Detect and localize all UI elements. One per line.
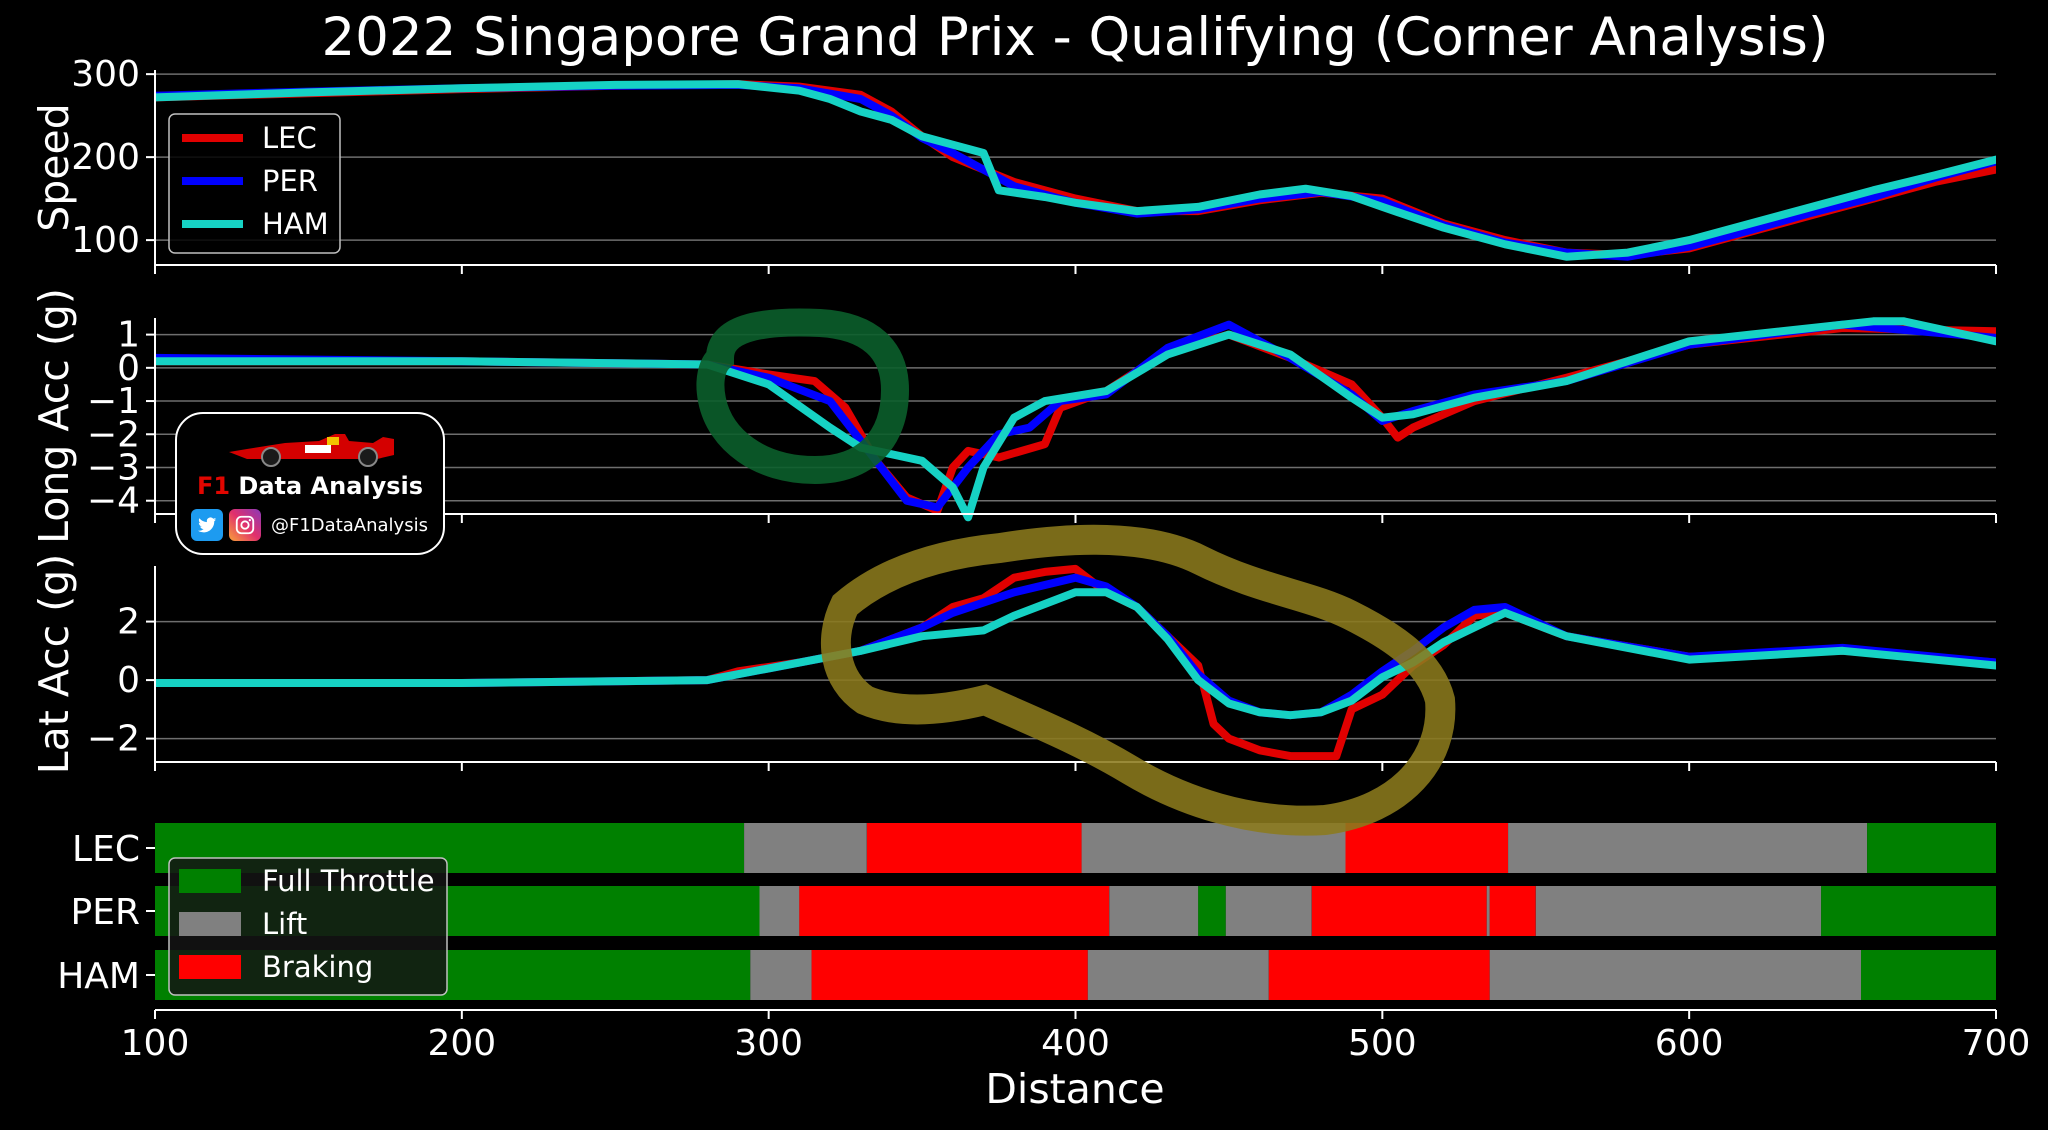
legend-swatch-lift xyxy=(179,912,241,936)
x-tick-label: 400 xyxy=(1041,1023,1110,1064)
y-tick-label-ham: HAM xyxy=(57,956,140,997)
legend-box xyxy=(168,113,341,254)
y-tick-label: 2 xyxy=(117,602,140,643)
y-tick-label: −3 xyxy=(87,447,140,488)
segment-per-lift xyxy=(1486,886,1490,936)
segment-per-full-throttle xyxy=(1198,886,1226,936)
segment-per-lift xyxy=(759,886,800,936)
y-tick-label: 0 xyxy=(117,348,140,389)
f1-data-analysis-logo: F1 Data Analysis @F1DataAnalysis xyxy=(175,412,445,555)
y-tick-label-lec: LEC xyxy=(72,829,140,870)
x-tick-label: 100 xyxy=(121,1023,190,1064)
y-axis-label: Lat Acc (g) xyxy=(30,554,78,775)
x-axis-label: Distance xyxy=(985,1065,1164,1113)
y-tick-label: −4 xyxy=(87,481,140,522)
x-tick-label: 600 xyxy=(1655,1023,1724,1064)
segment-lec-full-throttle xyxy=(1867,823,1996,873)
y-tick-label: −2 xyxy=(87,414,140,455)
legend-swatch-full-throttle xyxy=(179,869,241,893)
y-tick-label-per: PER xyxy=(71,892,140,933)
segment-lec-lift xyxy=(1508,823,1868,873)
y-tick-label: 200 xyxy=(71,137,140,178)
segment-per-braking xyxy=(1311,886,1487,936)
segment-lec-braking xyxy=(1345,823,1509,873)
segment-per-full-throttle xyxy=(1821,886,1996,936)
y-tick-label: 0 xyxy=(117,660,140,701)
y-tick-label: 300 xyxy=(71,54,140,95)
annotation-circle xyxy=(696,308,910,485)
segment-ham-lift xyxy=(1489,950,1861,1000)
logo-social: @F1DataAnalysis xyxy=(191,508,428,542)
twitter-icon xyxy=(191,509,223,541)
segment-ham-lift xyxy=(1087,950,1269,1000)
legend-label-full-throttle: Full Throttle xyxy=(262,864,435,898)
series-line-ham xyxy=(155,80,1996,261)
y-axis-label: Speed xyxy=(30,103,78,232)
y-tick-label: 100 xyxy=(71,220,140,261)
x-tick-label: 200 xyxy=(427,1023,496,1064)
speed-legend: LEC PER HAM xyxy=(168,113,341,254)
segment-per-lift xyxy=(1109,886,1199,936)
series-line-ham xyxy=(155,317,1996,522)
legend-label-per: PER xyxy=(262,164,318,198)
instagram-icon xyxy=(229,509,261,541)
legend-label-lift: Lift xyxy=(262,907,307,941)
series-line-ham xyxy=(155,588,1996,720)
y-axis-label: Long Acc (g) xyxy=(30,288,78,544)
segment-ham-full-throttle xyxy=(1861,950,1996,1000)
x-tick-label: 700 xyxy=(1962,1023,2031,1064)
logo-brand: F1 Data Analysis xyxy=(196,472,424,500)
y-tick-label: −1 xyxy=(87,381,140,422)
logo-handle: @F1DataAnalysis xyxy=(271,514,428,536)
segment-per-lift xyxy=(1535,886,1822,936)
segment-ham-braking xyxy=(1268,950,1490,1000)
legend-label-ham: HAM xyxy=(262,207,329,241)
f1-car-icon xyxy=(229,434,394,467)
panel-0: 100 200 300 Speed LEC PER HAM xyxy=(30,54,1997,274)
segment-per-braking xyxy=(1489,886,1536,936)
y-tick-label: 1 xyxy=(117,315,140,356)
panel-3: LEC PER HAM 100 200 300 400 500 600 700 Full Throt… xyxy=(57,823,2030,1064)
segment-ham-braking xyxy=(811,950,1088,1000)
chart-title: 2022 Singapore Grand Prix - Qualifying (… xyxy=(321,7,1828,68)
legend-label-braking: Braking xyxy=(262,950,373,984)
segment-lec-lift xyxy=(744,823,867,873)
x-tick-label: 500 xyxy=(1348,1023,1417,1064)
annotation-loop xyxy=(820,524,1456,836)
legend-swatch-braking xyxy=(179,955,241,979)
segment-per-lift xyxy=(1225,886,1312,936)
throttle-legend: Full Throttle Lift Braking xyxy=(168,857,448,996)
segment-per-braking xyxy=(799,886,1110,936)
y-tick-label: −2 xyxy=(87,719,140,760)
x-tick-label: 300 xyxy=(734,1023,803,1064)
segment-ham-lift xyxy=(750,950,812,1000)
series-line-lec xyxy=(155,324,1996,515)
legend-label-lec: LEC xyxy=(262,121,317,155)
series-line-per xyxy=(155,573,1996,720)
segment-lec-braking xyxy=(866,823,1082,873)
